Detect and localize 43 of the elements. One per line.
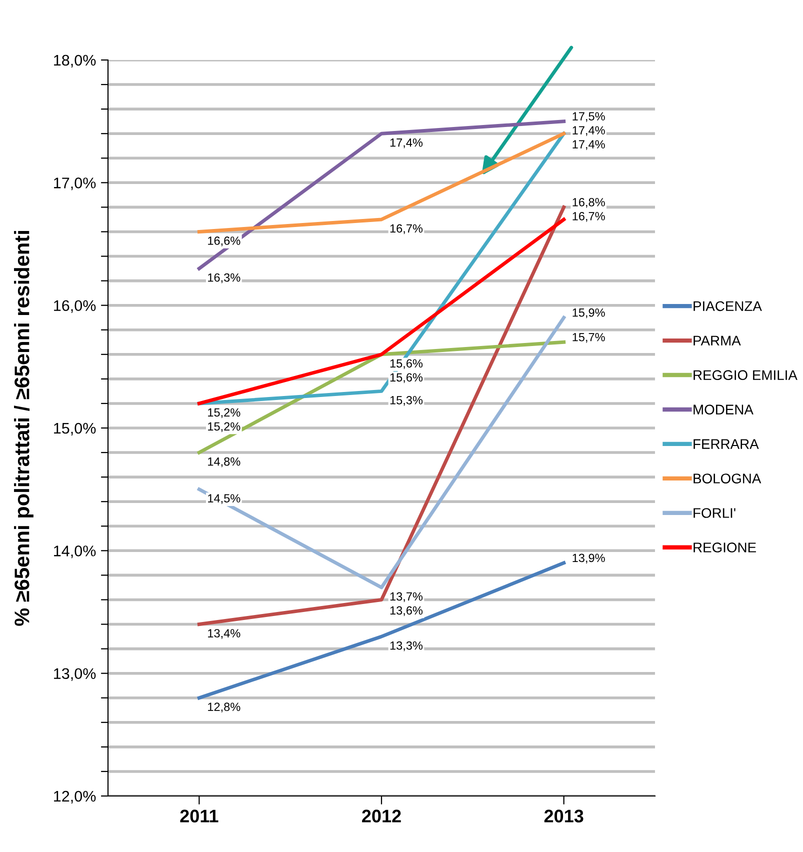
data-label: 17,5% bbox=[572, 112, 605, 122]
data-label: 15,7% bbox=[572, 332, 605, 343]
data-label: 13,6% bbox=[390, 606, 423, 616]
legend-label: REGIONE bbox=[694, 542, 756, 552]
data-label: 14,8% bbox=[208, 457, 240, 468]
y-tick-label: 14,0% bbox=[54, 546, 96, 558]
data-label: 12,8% bbox=[208, 702, 240, 712]
data-label: 13,9% bbox=[572, 554, 605, 564]
data-label: 15,6% bbox=[390, 373, 423, 383]
data-label: 17,4% bbox=[390, 138, 423, 148]
data-label: 16,8% bbox=[572, 198, 605, 208]
legend-label: PARMA bbox=[694, 336, 741, 346]
y-tick-label: 18,0% bbox=[54, 54, 96, 68]
y-tick-label: 12,0% bbox=[54, 790, 96, 804]
data-label: 16,7% bbox=[572, 212, 605, 222]
x-tick-label: 2012 bbox=[362, 810, 401, 822]
y-tick-label: 15,0% bbox=[54, 422, 96, 436]
data-label: 13,4% bbox=[208, 629, 240, 639]
y-tick-label: 16,0% bbox=[54, 300, 96, 313]
x-tick-label: 2013 bbox=[544, 810, 584, 822]
legend-label: REGGIO EMILIA bbox=[694, 370, 798, 380]
data-label: 15,2% bbox=[208, 422, 240, 432]
legend-label: FERRARA bbox=[694, 439, 759, 449]
data-label: 15,3% bbox=[390, 396, 423, 406]
data-label: 17,4% bbox=[572, 140, 605, 150]
data-label: 13,3% bbox=[390, 641, 423, 652]
data-label: 16,7% bbox=[390, 224, 423, 234]
data-label: 15,2% bbox=[208, 408, 240, 418]
data-label: 15,6% bbox=[390, 359, 423, 369]
data-label: 16,6% bbox=[208, 236, 240, 246]
y-tick-label: 17,0% bbox=[54, 178, 96, 190]
legend-label: PIACENZA bbox=[694, 301, 762, 312]
y-axis-title: % ≥65enni politrattati / ≥65enni residenti bbox=[14, 231, 34, 626]
data-label: 14,5% bbox=[208, 494, 240, 504]
data-label: 15,9% bbox=[572, 308, 605, 318]
x-tick-label: 2011 bbox=[180, 810, 218, 822]
y-tick-label: 13,0% bbox=[54, 668, 96, 681]
data-label: 16,3% bbox=[208, 273, 240, 284]
data-label: 13,7% bbox=[390, 592, 423, 602]
data-label: 17,4% bbox=[572, 126, 605, 136]
legend-label: BOLOGNA bbox=[694, 474, 762, 484]
legend-label: FORLI' bbox=[694, 508, 736, 518]
legend-label: MODENA bbox=[694, 404, 754, 414]
